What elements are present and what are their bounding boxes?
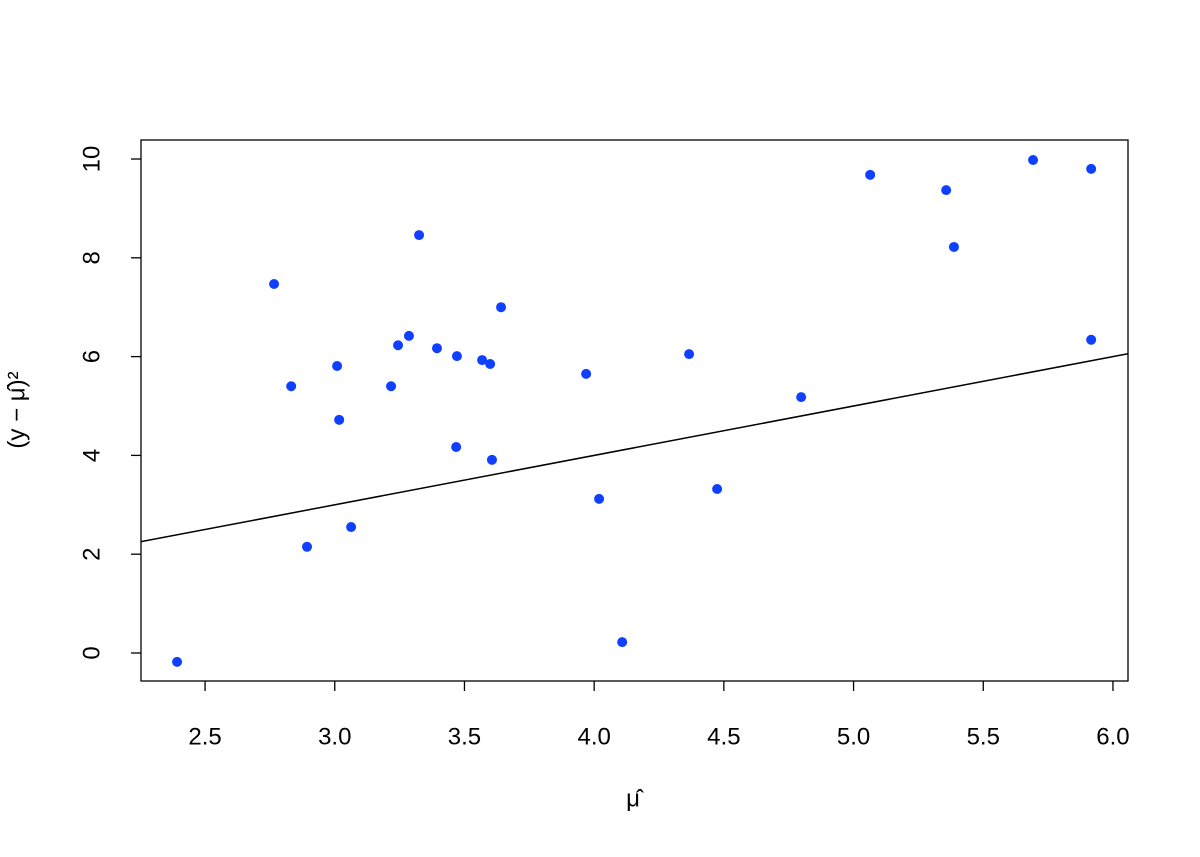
y-tick-label: 8 [78,251,105,264]
point [1086,163,1097,174]
y-tick-label: 4 [78,449,105,462]
point [431,343,442,354]
x-tick-label: 2.5 [188,723,221,750]
point [617,637,628,648]
point [485,359,496,370]
point [684,349,695,360]
y-tick-label: 2 [78,548,105,561]
point [865,169,876,180]
y-tick-label: 10 [78,146,105,173]
point [581,368,592,379]
x-axis-title: μ̂ [626,785,644,812]
point [712,483,723,494]
point [486,454,497,465]
point [286,381,297,392]
y-tick-label: 0 [78,646,105,659]
point [334,414,345,425]
point [1086,334,1097,345]
point [496,302,507,313]
x-tick-label: 3.5 [448,723,481,750]
point [403,330,414,341]
point [393,340,404,351]
point [1028,155,1039,166]
x-tick-label: 3.0 [318,723,351,750]
plot-box [140,139,1129,682]
x-tick-label: 5.0 [837,723,870,750]
point [477,355,488,366]
y-tick-label: 6 [78,350,105,363]
y-axis-title: (y − μ̂)² [3,371,30,448]
point [451,351,462,362]
x-tick-label: 5.5 [967,723,1000,750]
point [172,656,183,667]
point [269,278,280,289]
point [594,493,605,504]
point [346,522,357,533]
point [948,241,959,252]
x-tick-label: 4.0 [577,723,610,750]
x-tick-label: 6.0 [1096,723,1129,750]
point [332,360,343,371]
point [302,541,313,552]
x-tick-label: 4.5 [707,723,740,750]
reference-line [141,353,1128,543]
point [386,381,397,392]
point [451,442,462,453]
point [941,185,952,196]
point [796,392,807,403]
point [414,230,425,241]
